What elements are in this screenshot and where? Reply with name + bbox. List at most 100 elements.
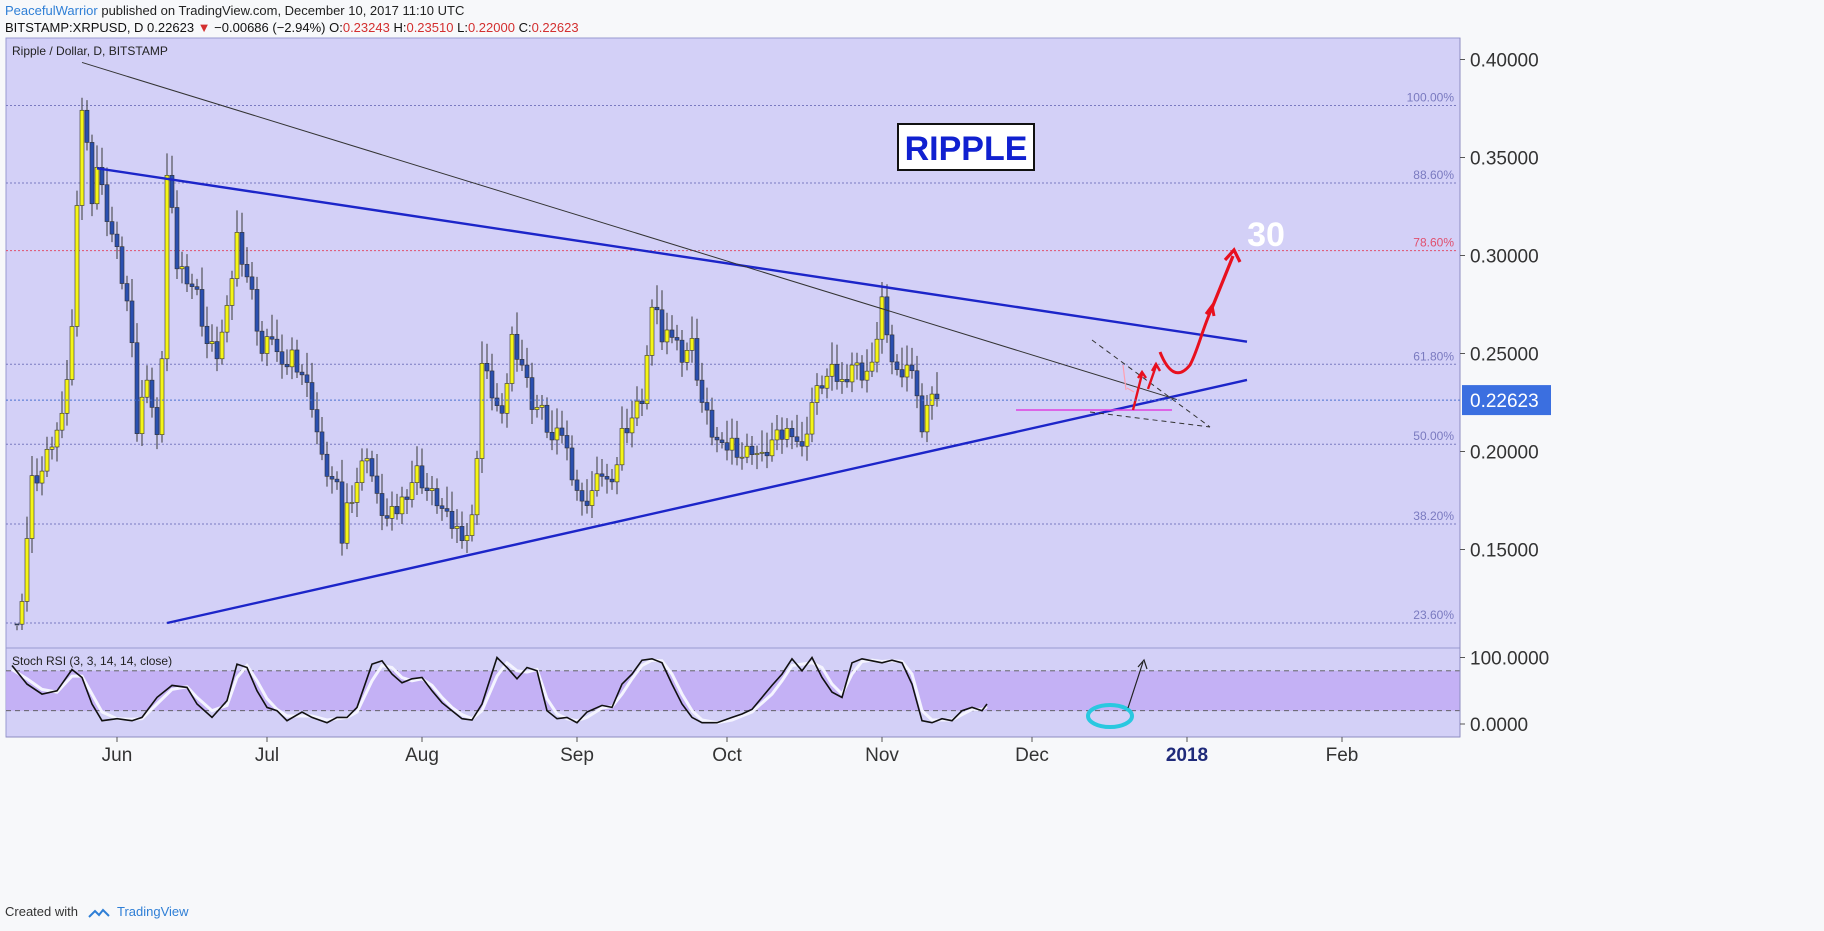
main-pane[interactable] — [5, 37, 1461, 649]
forecast-path — [1122, 247, 1242, 411]
candle-body — [39, 470, 45, 484]
candle-body — [474, 458, 480, 516]
candle-body — [289, 349, 295, 368]
candle-body — [534, 407, 540, 410]
candle-body — [79, 109, 85, 206]
ripple-label-text: RIPPLE — [905, 130, 1028, 168]
candle-body — [674, 337, 680, 341]
candle-body — [499, 405, 505, 414]
candle-body — [374, 475, 380, 494]
candle-body — [219, 331, 225, 360]
candle-body — [14, 623, 20, 626]
candle-body — [854, 362, 860, 366]
candle-body — [434, 488, 440, 507]
candle-body — [914, 370, 920, 397]
candle-body — [454, 526, 460, 529]
ripple-label-box — [897, 123, 1035, 171]
candle-body — [779, 429, 785, 440]
fib-level-label: 88.60% — [1413, 168, 1454, 182]
candle-body — [844, 379, 850, 383]
time-tick-label: Jun — [102, 745, 133, 766]
candle-body — [349, 502, 355, 504]
fib-level-label: 61.80% — [1413, 349, 1454, 363]
candle-body — [589, 490, 595, 506]
forecast-arrow — [1210, 247, 1242, 309]
stoch-band — [6, 670, 1460, 711]
trendline — [166, 378, 1248, 625]
candle-body — [269, 336, 275, 340]
candle-body — [74, 205, 80, 327]
low-value: 0.22000 — [467, 20, 515, 35]
candle-body — [849, 364, 855, 383]
candle-body — [669, 329, 675, 338]
candle-body — [564, 435, 570, 449]
candle-body — [724, 442, 730, 451]
candle-body — [114, 233, 120, 247]
candle-body — [764, 451, 770, 457]
tradingview-link[interactable]: TradingView — [117, 904, 189, 919]
trendline — [96, 167, 1248, 343]
candle-body — [814, 385, 820, 403]
candle-body — [864, 370, 870, 381]
price-tick-label: 0.25000 — [1470, 345, 1539, 366]
candle-body — [149, 379, 155, 408]
candle-body — [759, 451, 765, 454]
candle-body — [49, 446, 55, 450]
candle-body — [609, 478, 615, 483]
time-tick-label: Nov — [865, 745, 899, 766]
candle-body — [619, 428, 625, 466]
candle-body — [249, 276, 255, 290]
candle-body — [164, 175, 170, 360]
forecast-arrow — [1131, 369, 1147, 411]
candle-body — [259, 330, 265, 354]
candle-body — [889, 334, 895, 363]
candle-body — [794, 436, 800, 442]
candle-body — [459, 526, 465, 541]
candle-body — [464, 535, 470, 541]
candle-body — [309, 382, 315, 410]
last-price-tag — [1462, 385, 1551, 416]
candle-body — [704, 402, 710, 411]
candle-body — [324, 453, 330, 477]
candle-body — [144, 379, 150, 398]
candle-body — [254, 289, 260, 332]
candle-body — [509, 333, 515, 384]
author-link[interactable]: PeacefulWarrior — [5, 3, 98, 18]
candle-body — [494, 397, 500, 406]
candle-body — [714, 436, 720, 441]
candle-body — [44, 449, 50, 472]
candle-body — [809, 402, 815, 435]
candle-body — [504, 383, 510, 414]
candle-body — [824, 375, 830, 389]
projection-dashed-line — [1089, 411, 1211, 428]
time-tick-label: Oct — [712, 745, 742, 766]
target-label-text: 30 — [1247, 216, 1285, 254]
candle-body — [879, 296, 885, 340]
candle-body — [299, 371, 305, 376]
candle-body — [404, 496, 410, 500]
candle-body — [804, 433, 810, 447]
candle-body — [414, 465, 420, 483]
candle-body — [274, 338, 280, 353]
candle-body — [119, 246, 125, 284]
symbol-text: BITSTAMP:XRPUSD, D 0.22623 — [5, 20, 195, 35]
candle-body — [489, 370, 495, 399]
candle-body — [94, 167, 100, 205]
candle-body — [99, 167, 105, 186]
fib-level-label: 50.00% — [1413, 429, 1454, 443]
candle-body — [524, 364, 530, 378]
candle-body — [169, 175, 175, 208]
time-tick-label: Aug — [405, 745, 439, 766]
candle-body — [839, 379, 845, 382]
candle-body — [379, 493, 385, 516]
open-value: 0.23243 — [342, 20, 390, 35]
chart-title: Ripple / Dollar, D, BITSTAMP — [12, 44, 168, 58]
candle-body — [154, 407, 160, 435]
candle-body — [599, 473, 605, 477]
forecast-arrow — [1146, 361, 1162, 390]
open-label: O: — [329, 20, 343, 35]
candle-body — [544, 404, 550, 433]
candle-body — [519, 359, 525, 366]
time-tick-label: Sep — [560, 745, 594, 766]
